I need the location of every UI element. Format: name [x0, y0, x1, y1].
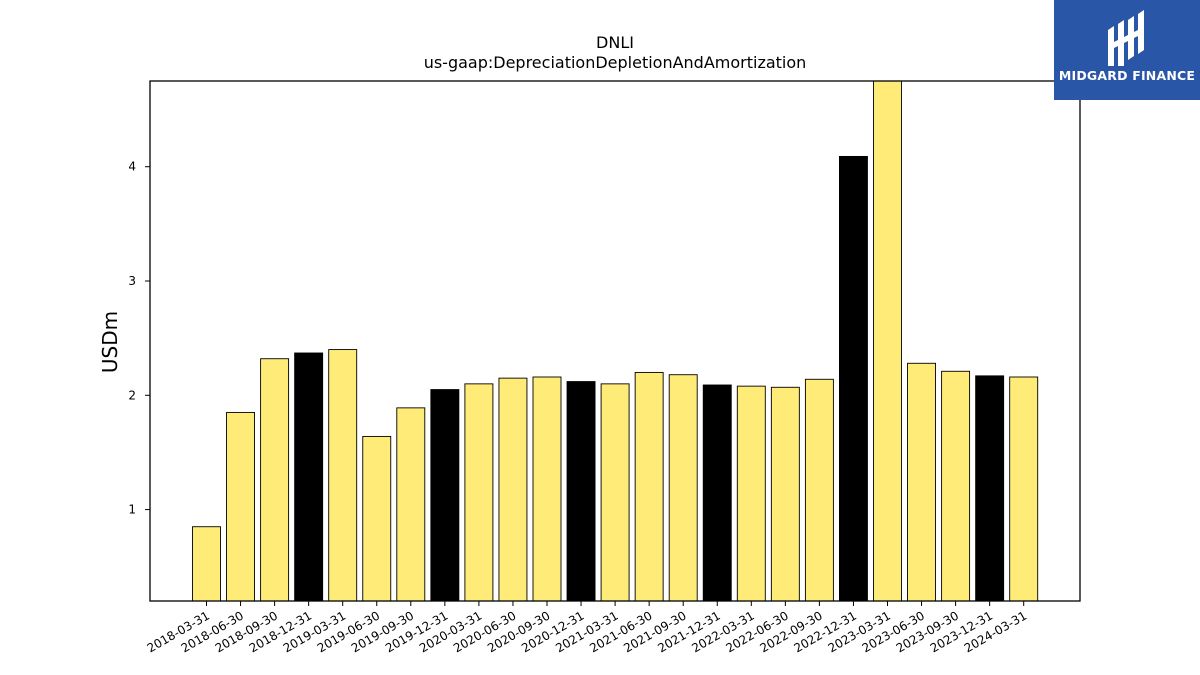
bar-2020-09-30 — [532, 376, 562, 602]
bar-2018-09-30 — [260, 358, 290, 602]
x-axis-ticks: 2018-03-312018-06-302018-09-302018-12-31… — [145, 601, 1029, 655]
y-axis-label: USDm — [98, 311, 122, 373]
bar-2023-06-30 — [907, 362, 936, 602]
bar-2023-12-31 — [975, 375, 1005, 602]
bar-2023-03-31 — [873, 80, 902, 602]
plot-frame — [149, 80, 1081, 602]
y-tick-label: 1 — [128, 503, 136, 517]
bar-2018-03-31 — [192, 526, 221, 602]
bar-2019-06-30 — [362, 435, 392, 602]
y-axis-ticks: 1 2 3 4 — [128, 160, 150, 517]
bar-2021-03-31 — [600, 383, 630, 602]
bar-2021-06-30 — [634, 371, 664, 602]
bar-2023-09-30 — [941, 370, 971, 602]
y-tick-label: 4 — [128, 160, 136, 174]
midgard-logo-icon — [1108, 10, 1144, 66]
bar-2022-03-31 — [736, 385, 766, 602]
bar-2019-03-31 — [328, 349, 358, 602]
bar-2019-09-30 — [396, 407, 426, 602]
y-tick-label: 3 — [128, 274, 136, 288]
bar-2022-06-30 — [770, 386, 800, 602]
bar-2021-12-31 — [702, 384, 732, 602]
bar-2020-12-31 — [566, 381, 596, 602]
bar-2022-12-31 — [839, 155, 868, 602]
bars-group — [192, 80, 1039, 602]
bar-2024-03-31 — [1009, 376, 1039, 602]
bar-2020-03-31 — [464, 383, 494, 602]
y-tick-label: 2 — [128, 388, 136, 402]
bar-2022-09-30 — [804, 378, 834, 602]
chart-subtitle: us-gaap:DepreciationDepletionAndAmortiza… — [424, 53, 807, 72]
bar-2018-06-30 — [226, 411, 256, 602]
chart-title: DNLI — [596, 33, 634, 52]
bar-2021-09-30 — [668, 374, 698, 602]
bar-2019-12-31 — [430, 389, 460, 602]
logo-text: MIDGARD FINANCE — [1058, 68, 1196, 83]
bar-2018-12-31 — [294, 352, 324, 602]
brand-logo: MIDGARD FINANCE — [1054, 0, 1200, 100]
bar-2020-06-30 — [498, 377, 528, 602]
